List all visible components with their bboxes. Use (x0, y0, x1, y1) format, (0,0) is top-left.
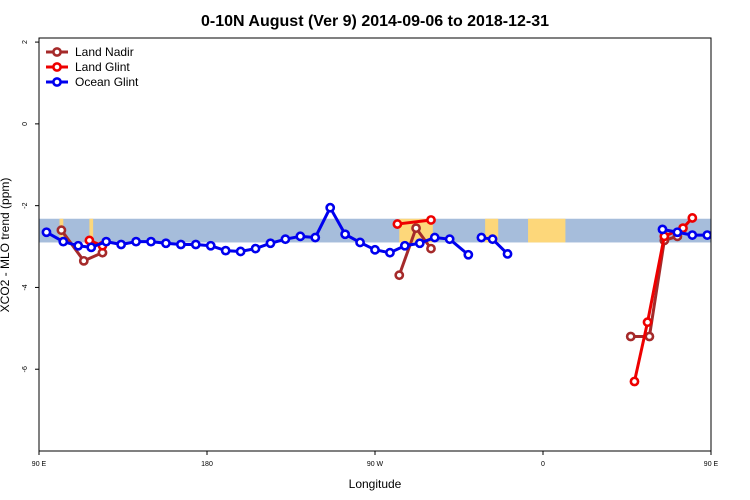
series-ocean-glint (41, 202, 741, 260)
data-point (205, 240, 216, 251)
data-point (394, 270, 405, 281)
data-point (265, 238, 276, 249)
x-tick-label: 90 E (32, 461, 47, 468)
legend-label: Land Nadir (75, 45, 134, 59)
data-point (175, 239, 186, 250)
legend-marker (52, 47, 62, 57)
y-tick-label: 2 (22, 40, 29, 44)
legend-item: Land Glint (46, 60, 130, 74)
x-tick-label: 180 (201, 461, 213, 468)
data-point (719, 236, 726, 243)
data-point (657, 224, 668, 235)
data-point (411, 223, 421, 234)
series-layer (41, 202, 741, 387)
data-point (131, 236, 141, 247)
data-point (702, 230, 711, 240)
data-point (101, 236, 112, 247)
y-tick-label: -6 (22, 366, 29, 372)
data-point (385, 247, 395, 258)
data-point (734, 233, 741, 240)
data-point (687, 230, 698, 240)
legend-marker (52, 62, 62, 72)
data-point (629, 376, 640, 387)
x-tick-label: 90 W (367, 461, 384, 468)
data-point (502, 249, 513, 259)
data-point (325, 202, 336, 213)
x-tick-label: 90 E (704, 461, 719, 468)
series-line (397, 218, 432, 226)
data-point (73, 240, 84, 251)
legend-item: Ocean Glint (46, 75, 139, 89)
data-point (340, 229, 351, 240)
y-axis: 2 0 -2 -4 -6 (22, 40, 39, 372)
data-point (476, 232, 487, 243)
data-point (58, 236, 69, 247)
data-point (235, 246, 246, 257)
data-point (625, 331, 636, 342)
x-axis: 90 E 180 90 W 0 90 E (32, 451, 719, 468)
legend-label: Land Glint (75, 60, 130, 74)
data-point (86, 242, 97, 253)
data-point (414, 238, 425, 249)
data-point (463, 249, 474, 260)
data-point (250, 243, 261, 254)
y-axis-label: XCO2 - MLO trend (ppm) (0, 178, 12, 313)
series-line (630, 234, 678, 339)
data-point (41, 227, 52, 238)
data-point (116, 239, 127, 250)
data-point (687, 213, 698, 223)
data-point (487, 234, 498, 245)
data-point (190, 239, 201, 250)
legend-item: Land Nadir (46, 45, 134, 59)
land-patch (89, 218, 94, 243)
x-tick-label: 0 (541, 461, 545, 468)
data-point (644, 331, 655, 342)
data-point (355, 237, 365, 248)
y-tick-label: -4 (22, 284, 29, 290)
data-point (280, 234, 291, 245)
data-point (220, 245, 231, 256)
data-point (672, 227, 683, 238)
data-point (161, 238, 171, 249)
data-point (426, 243, 436, 254)
data-point (56, 225, 67, 236)
data-point (78, 255, 89, 266)
y-tick-label: -2 (22, 202, 29, 208)
data-point (146, 236, 156, 247)
data-point (370, 244, 380, 255)
data-point (295, 231, 306, 242)
background-map (39, 218, 711, 243)
x-axis-label: Longitude (349, 477, 402, 491)
legend-marker (52, 77, 62, 87)
land-patch (528, 218, 566, 243)
data-point (642, 317, 653, 328)
legend-label: Ocean Glint (75, 75, 139, 89)
chart-title: 0-10N August (Ver 9) 2014-09-06 to 2018-… (201, 13, 549, 30)
data-point (310, 232, 321, 243)
data-point (399, 240, 410, 251)
y-tick-label: 0 (22, 122, 29, 126)
data-point (392, 219, 403, 229)
data-point (429, 232, 440, 243)
data-point (444, 234, 455, 245)
data-point (426, 215, 436, 225)
